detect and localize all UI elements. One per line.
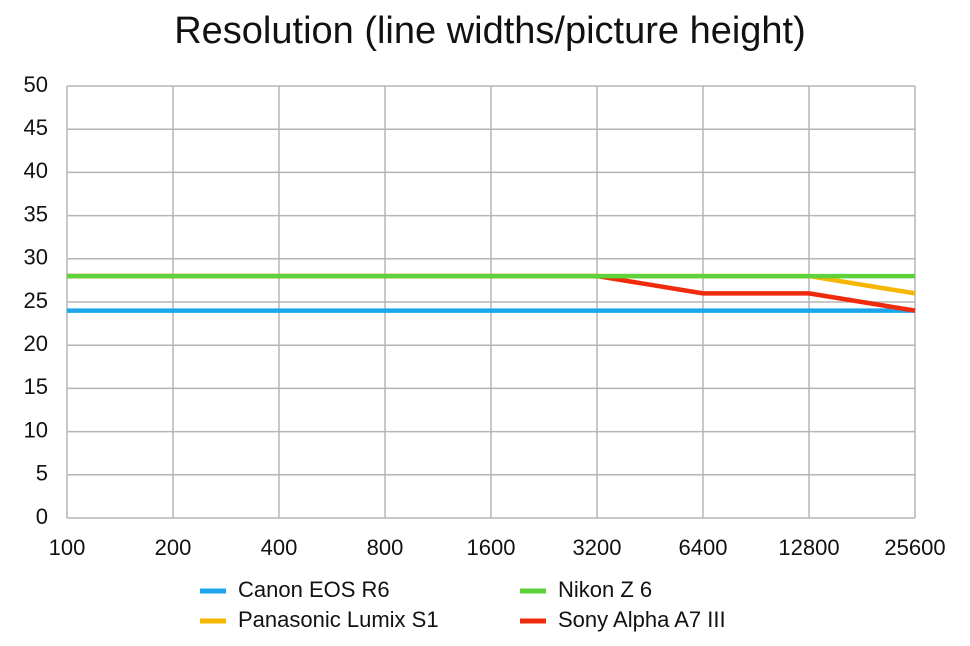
chart-title: Resolution (line widths/picture height) [174, 10, 806, 52]
x-tick-label: 100 [49, 535, 86, 560]
legend-label: Nikon Z 6 [558, 577, 652, 602]
y-tick-label: 50 [24, 72, 48, 97]
y-tick-label: 5 [36, 461, 48, 486]
y-tick-label: 45 [24, 115, 48, 140]
y-tick-label: 30 [24, 245, 48, 270]
x-tick-label: 25600 [884, 535, 945, 560]
legend-label: Canon EOS R6 [238, 577, 390, 602]
y-tick-label: 20 [24, 331, 48, 356]
y-tick-label: 15 [24, 374, 48, 399]
legend-label: Sony Alpha A7 III [558, 607, 726, 632]
y-tick-label: 10 [24, 417, 48, 442]
x-tick-label: 3200 [573, 535, 622, 560]
x-tick-label: 1600 [467, 535, 516, 560]
y-tick-label: 40 [24, 158, 48, 183]
x-tick-label: 400 [261, 535, 298, 560]
y-tick-label: 25 [24, 288, 48, 313]
x-tick-label: 6400 [679, 535, 728, 560]
y-tick-label: 0 [36, 504, 48, 529]
x-tick-label: 12800 [778, 535, 839, 560]
legend-label: Panasonic Lumix S1 [238, 607, 439, 632]
y-tick-label: 35 [24, 201, 48, 226]
x-tick-label: 800 [367, 535, 404, 560]
x-tick-label: 200 [155, 535, 192, 560]
